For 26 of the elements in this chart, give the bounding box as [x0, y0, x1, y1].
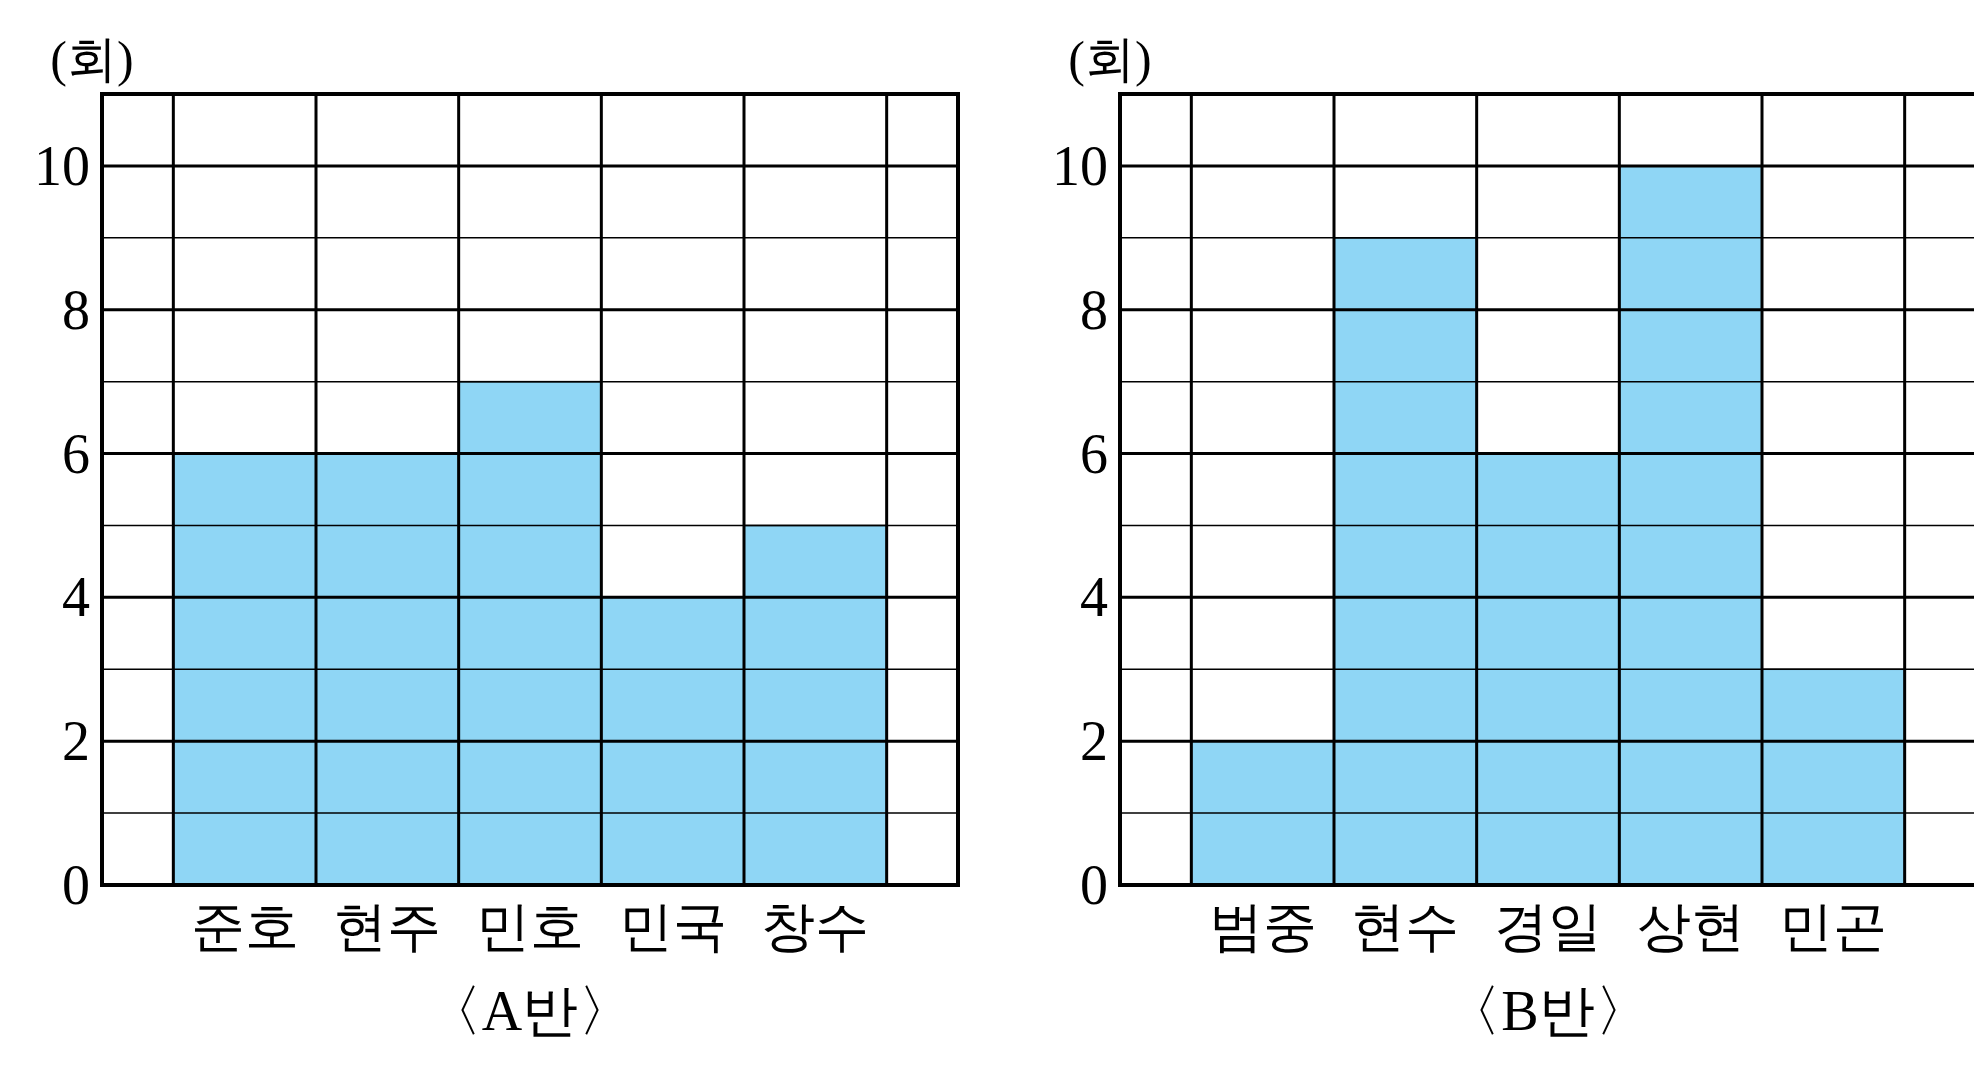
- y-tick-label: 8: [62, 278, 90, 341]
- y-tick-label: 0: [62, 854, 90, 916]
- x-tick-label: 민호: [476, 897, 584, 957]
- x-tick-label: 현주: [333, 897, 442, 957]
- x-tick-label: 경일: [1494, 897, 1602, 957]
- x-axis-title: 〈A반〉: [425, 980, 635, 1042]
- y-tick-label: 2: [62, 710, 90, 773]
- y-tick-label: 10: [1052, 134, 1108, 197]
- x-tick-label: 범중: [1208, 897, 1317, 957]
- x-tick-label: 민곤: [1779, 897, 1888, 957]
- y-axis-title: (회): [50, 31, 134, 87]
- x-tick-label: 창수: [761, 897, 870, 957]
- y-tick-label: 6: [62, 422, 90, 485]
- y-tick-label: 8: [1080, 278, 1108, 341]
- y-tick-label: 4: [1080, 566, 1108, 629]
- y-tick-label: 10: [34, 134, 90, 197]
- y-tick-label: 2: [1080, 710, 1108, 773]
- y-tick-label: 4: [62, 566, 90, 629]
- y-tick-label: 6: [1080, 422, 1108, 485]
- x-tick-label: 민국: [618, 897, 727, 957]
- x-axis-title: 〈B반〉: [1445, 980, 1651, 1042]
- x-tick-label: 준호: [190, 897, 299, 957]
- x-tick-label: 상현: [1636, 897, 1745, 957]
- y-tick-label: 0: [1080, 854, 1108, 916]
- y-axis-title: (회): [1068, 31, 1152, 87]
- x-tick-label: 현수: [1351, 897, 1460, 957]
